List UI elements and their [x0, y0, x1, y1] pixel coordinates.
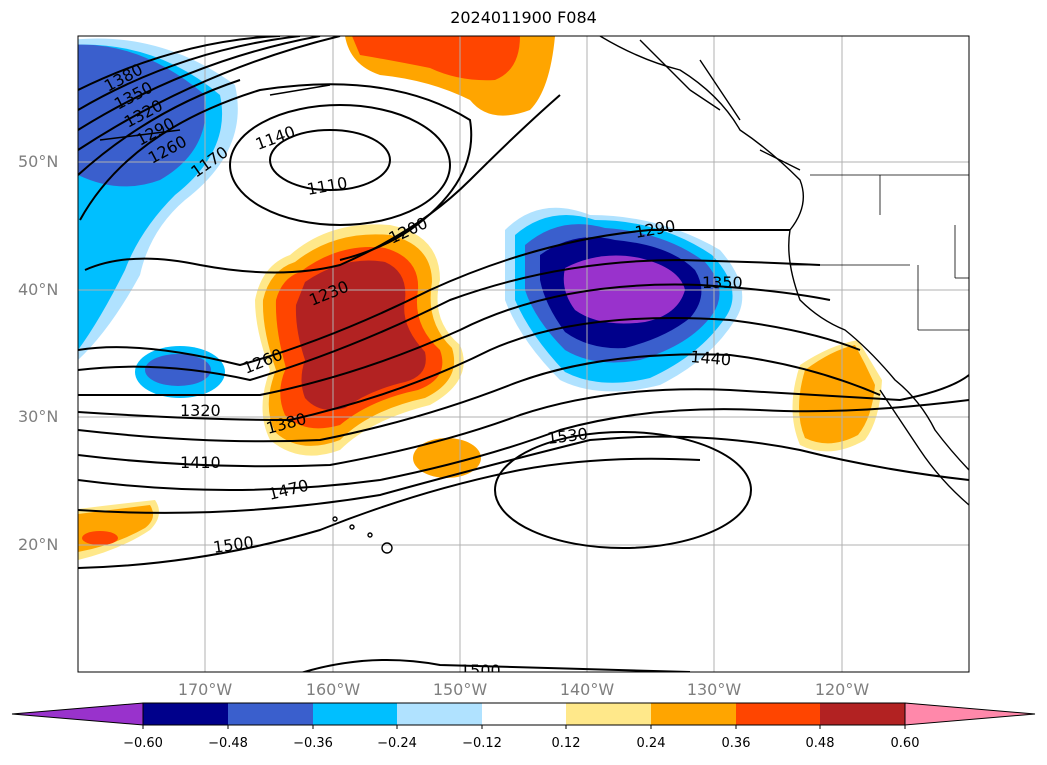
colorbar-tick-label: −0.12 — [462, 736, 502, 751]
colorbar-tick-label: −0.60 — [123, 736, 163, 751]
positive-anomaly-small — [413, 438, 481, 478]
colorbar-extend-right — [904, 702, 1036, 726]
lat-label: 40°N — [18, 280, 59, 299]
positive-anomaly-north — [345, 36, 555, 116]
positive-anomaly-center — [255, 224, 464, 456]
colorbar-segment — [397, 703, 482, 725]
gridlines — [78, 36, 969, 672]
political-borders — [790, 174, 969, 331]
contour-label: 1440 — [690, 347, 732, 369]
lon-label: 170°W — [177, 680, 233, 699]
colorbar-segment — [820, 703, 905, 725]
lon-label: 130°W — [686, 680, 742, 699]
lon-label: 160°W — [305, 680, 361, 699]
negative-anomaly-center — [505, 207, 743, 392]
colorbar-extend-left — [11, 702, 144, 726]
lon-label: 120°W — [814, 680, 870, 699]
colorbar-segment — [143, 703, 228, 725]
colorbar-tick-label: −0.36 — [293, 736, 333, 751]
colorbar-segment — [313, 703, 397, 725]
colorbar-segment — [482, 703, 566, 725]
colorbar-tick-label: −0.24 — [377, 736, 417, 751]
colorbar-tick-label: 0.48 — [805, 736, 835, 751]
map-title: 2024011900 F084 — [450, 8, 597, 27]
colorbar-tick-label: 0.36 — [721, 736, 751, 751]
contour-label: 1500 — [460, 661, 501, 680]
colorbar-segment — [736, 703, 820, 725]
lat-label: 50°N — [18, 152, 59, 171]
lon-label: 140°W — [559, 680, 615, 699]
colorbar-tick-label: 0.60 — [890, 736, 920, 751]
colorbar-segment — [228, 703, 313, 725]
negative-anomaly-small — [135, 346, 225, 398]
lat-label: 20°N — [18, 535, 59, 554]
contour-label: 1320 — [180, 401, 221, 420]
lat-label: 30°N — [18, 407, 59, 426]
colorbar-segment — [566, 703, 651, 725]
map-plot-area: 1380 1350 1320 1290 1260 1170 1140 1110 … — [78, 36, 969, 680]
contour-label: 1530 — [546, 424, 589, 448]
colorbar-segment — [651, 703, 736, 725]
colorbar-tick-label: 0.24 — [636, 736, 666, 751]
lon-label: 150°W — [432, 680, 488, 699]
colorbar-tick-label: −0.48 — [208, 736, 248, 751]
height-contours — [78, 36, 969, 672]
contour-label: 1410 — [180, 453, 221, 472]
colorbar — [11, 702, 1036, 729]
colorbar-tick-label: 0.12 — [551, 736, 581, 751]
contour-label: 1350 — [702, 273, 743, 292]
